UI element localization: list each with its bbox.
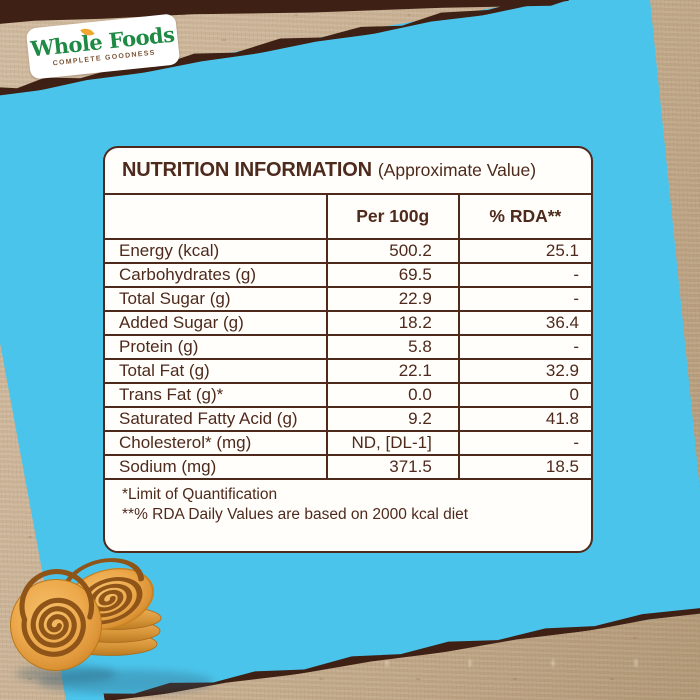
table-header-row: Per 100g % RDA**	[105, 195, 591, 240]
column-header-rda: % RDA**	[457, 195, 591, 240]
cookie-shadow	[16, 665, 116, 683]
row-label: Total Sugar (g)	[105, 286, 328, 312]
row-value-per100g: 69.5	[325, 262, 460, 288]
row-value-per100g: 5.8	[325, 334, 460, 360]
row-value-per100g: 371.5	[325, 454, 460, 480]
row-value-rda: 41.8	[457, 406, 591, 432]
row-value-per100g: 18.2	[325, 310, 460, 336]
table-row: Protein (g) 5.8 -	[105, 334, 591, 360]
table-row: Total Fat (g) 22.1 32.9	[105, 358, 591, 384]
row-label: Added Sugar (g)	[105, 310, 328, 336]
cookie-front	[10, 566, 102, 671]
nutrition-card-title: NUTRITION INFORMATION (Approximate Value…	[105, 148, 591, 195]
row-label: Trans Fat (g)*	[105, 382, 328, 408]
table-row: Trans Fat (g)* 0.0 0	[105, 382, 591, 408]
table-row: Carbohydrates (g) 69.5 -	[105, 262, 591, 288]
nutrition-card: NUTRITION INFORMATION (Approximate Value…	[103, 146, 593, 553]
pinwheel-cookies-image	[10, 552, 214, 694]
row-label: Saturated Fatty Acid (g)	[105, 406, 328, 432]
row-value-rda: 25.1	[457, 238, 591, 264]
column-header-per-100g: Per 100g	[325, 195, 460, 240]
nutrition-table: Per 100g % RDA** Energy (kcal) 500.2 25.…	[105, 195, 591, 480]
row-label: Cholesterol* (mg)	[105, 430, 328, 456]
nutrition-title: NUTRITION INFORMATION	[122, 159, 372, 181]
table-row: Saturated Fatty Acid (g) 9.2 41.8	[105, 406, 591, 432]
table-row: Cholesterol* (mg) ND, [DL-1] -	[105, 430, 591, 456]
row-label: Total Fat (g)	[105, 358, 328, 384]
row-label: Carbohydrates (g)	[105, 262, 328, 288]
footnote-limit-of-quantification: *Limit of Quantification	[122, 486, 278, 503]
row-value-per100g: 22.9	[325, 286, 460, 312]
table-row: Added Sugar (g) 18.2 36.4	[105, 310, 591, 336]
row-value-rda: -	[457, 262, 591, 288]
row-value-rda: 0	[457, 382, 591, 408]
row-label: Energy (kcal)	[105, 238, 328, 264]
row-value-rda: -	[457, 430, 591, 456]
row-label: Sodium (mg)	[105, 454, 328, 480]
row-label: Protein (g)	[105, 334, 328, 360]
row-value-per100g: 500.2	[325, 238, 460, 264]
row-value-per100g: 9.2	[325, 406, 460, 432]
table-row: Total Sugar (g) 22.9 -	[105, 286, 591, 312]
row-value-rda: 32.9	[457, 358, 591, 384]
footnote-rda-basis: **% RDA Daily Values are based on 2000 k…	[122, 506, 469, 524]
nutrition-title-sub: (Approximate Value)	[377, 160, 537, 180]
row-value-per100g: 22.1	[325, 358, 460, 384]
table-row: Sodium (mg) 371.5 18.5	[105, 454, 591, 480]
row-value-per100g: ND, [DL-1]	[325, 430, 460, 456]
column-header-blank	[105, 195, 328, 240]
row-value-rda: -	[457, 334, 591, 360]
row-value-rda: 36.4	[457, 310, 591, 336]
row-value-rda: -	[457, 286, 591, 312]
row-value-per100g: 0.0	[325, 382, 460, 408]
row-value-rda: 18.5	[457, 454, 591, 480]
footnotes: *Limit of Quantification **% RDA Daily V…	[105, 480, 591, 551]
table-row: Energy (kcal) 500.2 25.1	[105, 238, 591, 264]
